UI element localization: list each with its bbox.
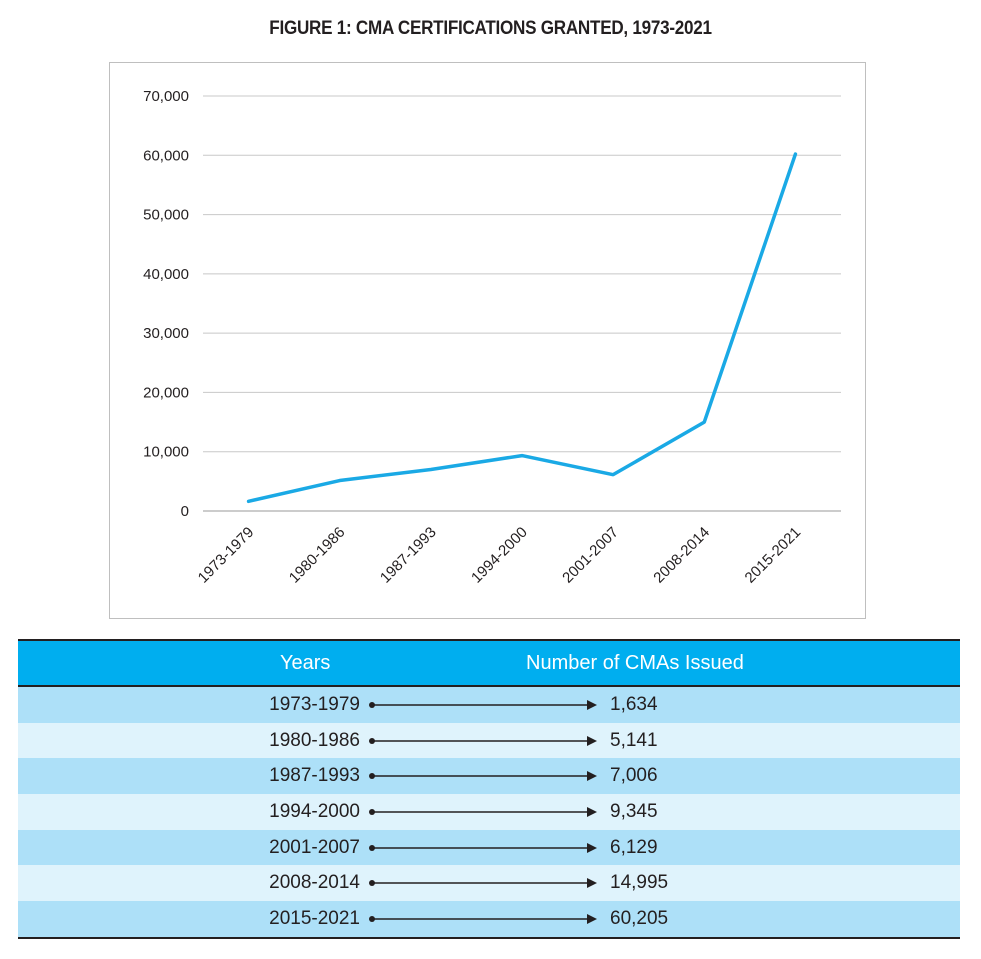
chart-frame — [109, 62, 866, 619]
row-value: 7,006 — [610, 765, 658, 787]
table-header: Years Number of CMAs Issued — [18, 639, 960, 687]
table-bottom-rule — [18, 936, 960, 939]
y-tick-label: 30,000 — [143, 325, 189, 342]
arrow-icon — [369, 771, 597, 782]
arrow-icon — [369, 878, 597, 889]
y-tick-label: 50,000 — [143, 207, 189, 224]
arrow-icon — [369, 914, 597, 925]
arrow-icon — [369, 735, 597, 746]
row-value: 9,345 — [610, 801, 658, 823]
row-value: 1,634 — [610, 694, 658, 715]
figure-title: FIGURE 1: CMA CERTIFICATIONS GRANTED, 19… — [269, 18, 712, 39]
row-years: 2008-2014 — [269, 872, 360, 894]
row-value: 6,129 — [610, 836, 658, 858]
y-tick-label: 0 — [181, 503, 189, 520]
table-row: 1994-2000 9,345 — [18, 794, 960, 830]
y-tick-label: 20,000 — [143, 384, 189, 401]
x-tick-label: 1994-2000 — [468, 524, 531, 587]
table-row: 1980-1986 5,141 — [18, 722, 960, 759]
table-row: 1973-1979 1,634 — [18, 687, 960, 723]
header-number-issued: Number of CMAs Issued — [526, 652, 744, 674]
table-row: 2001-2007 6,129 — [18, 829, 960, 866]
data-table: Years Number of CMAs Issued 1973-1979 1,6… — [18, 639, 960, 939]
row-years: 1994-2000 — [269, 801, 360, 823]
row-years: 2001-2007 — [269, 836, 360, 858]
series-line — [246, 152, 798, 504]
y-tick-label: 10,000 — [143, 444, 189, 461]
row-value: 5,141 — [610, 729, 658, 751]
row-value: 60,205 — [610, 908, 669, 930]
row-value: 14,995 — [610, 872, 669, 894]
row-years: 2015-2021 — [269, 908, 360, 930]
table-row: 2015-2021 60,205 — [18, 901, 960, 937]
y-tick-label: 40,000 — [143, 266, 189, 283]
line-chart: 0 10,000 20,000 30,000 40,000 50,000 60,000 70,… — [143, 88, 841, 587]
x-tick-label: 1973-1979 — [195, 524, 258, 587]
x-tick-label: 2015-2021 — [742, 524, 805, 587]
table-row: 1987-1993 7,006 — [18, 758, 960, 795]
row-years: 1987-1993 — [269, 765, 360, 787]
arrow-icon — [369, 700, 597, 710]
header-years: Years — [280, 652, 331, 674]
row-years: 1980-1986 — [269, 729, 360, 751]
x-tick-label: 1980-1986 — [286, 524, 349, 587]
y-tick-label: 70,000 — [143, 88, 189, 105]
table-row: 2008-2014 14,995 — [18, 865, 960, 902]
x-tick-label: 2001-2007 — [559, 524, 622, 587]
y-tick-label: 60,000 — [143, 147, 189, 164]
arrow-icon — [369, 807, 597, 818]
table-body: 1973-1979 1,634 1980-1986 5,141 1987-1993 7,0… — [18, 687, 960, 937]
x-tick-label: 1987-1993 — [377, 524, 440, 587]
arrow-icon — [369, 842, 597, 853]
row-years: 1973-1979 — [269, 694, 360, 715]
x-tick-label: 2008-2014 — [650, 524, 713, 587]
